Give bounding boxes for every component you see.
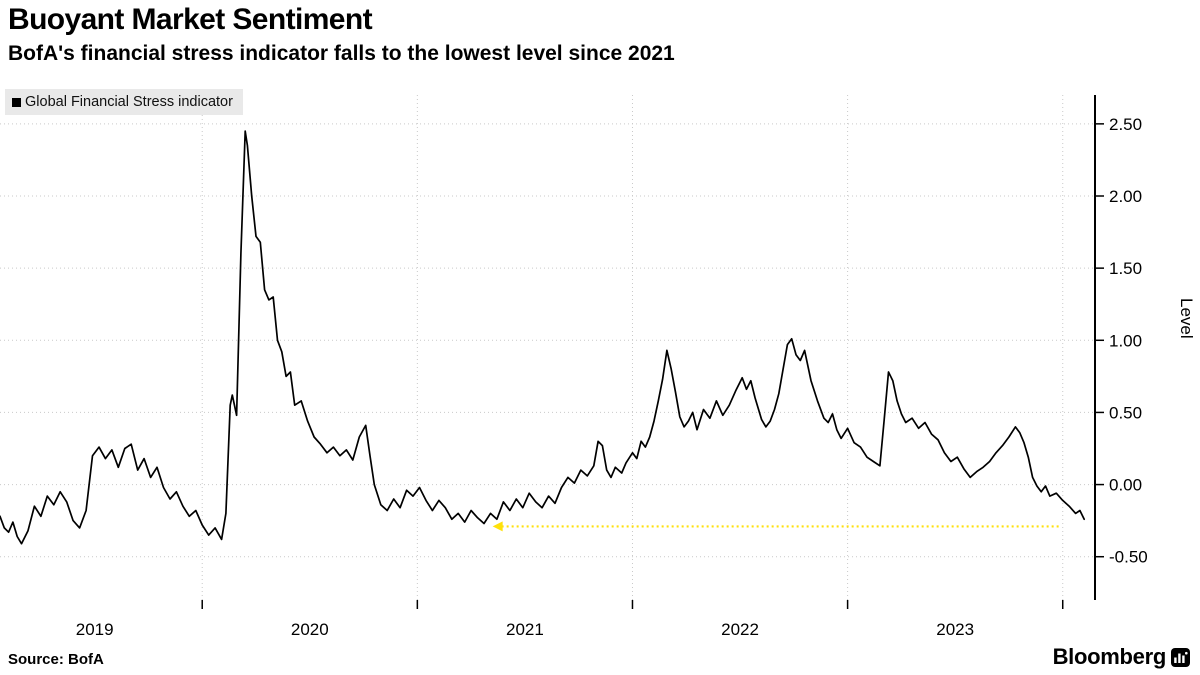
source-note: Source: BofA bbox=[8, 651, 104, 668]
svg-text:1.00: 1.00 bbox=[1109, 331, 1142, 350]
svg-text:0.50: 0.50 bbox=[1109, 403, 1142, 422]
svg-text:2.00: 2.00 bbox=[1109, 187, 1142, 206]
svg-text:2020: 2020 bbox=[291, 620, 329, 639]
bloomberg-logo: Bloomberg bbox=[1053, 644, 1190, 670]
bloomberg-chart-icon bbox=[1171, 647, 1190, 667]
legend-square-icon bbox=[12, 97, 21, 107]
svg-text:-0.50: -0.50 bbox=[1109, 548, 1148, 567]
chart-title: Buoyant Market Sentiment bbox=[8, 3, 373, 36]
legend: Global Financial Stress indicator bbox=[5, 89, 243, 115]
chart-subtitle: BofA's financial stress indicator falls … bbox=[8, 42, 675, 65]
svg-text:1.50: 1.50 bbox=[1109, 259, 1142, 278]
legend-label: Global Financial Stress indicator bbox=[25, 94, 233, 110]
svg-text:0.00: 0.00 bbox=[1109, 476, 1142, 495]
svg-text:2019: 2019 bbox=[76, 620, 114, 639]
svg-text:2021: 2021 bbox=[506, 620, 544, 639]
svg-text:2022: 2022 bbox=[721, 620, 759, 639]
bloomberg-logo-text: Bloomberg bbox=[1052, 644, 1167, 669]
financial-stress-line-chart: 2.50 2.00 1.50 1.00 0.50 0.00 -0.50 2019 2020 202… bbox=[0, 95, 1148, 639]
svg-text:2023: 2023 bbox=[936, 620, 974, 639]
svg-text:2.50: 2.50 bbox=[1109, 115, 1142, 134]
y-axis-title: Level bbox=[1177, 298, 1196, 339]
chart-header: Buoyant Market Sentiment BofA's financia… bbox=[8, 2, 675, 66]
